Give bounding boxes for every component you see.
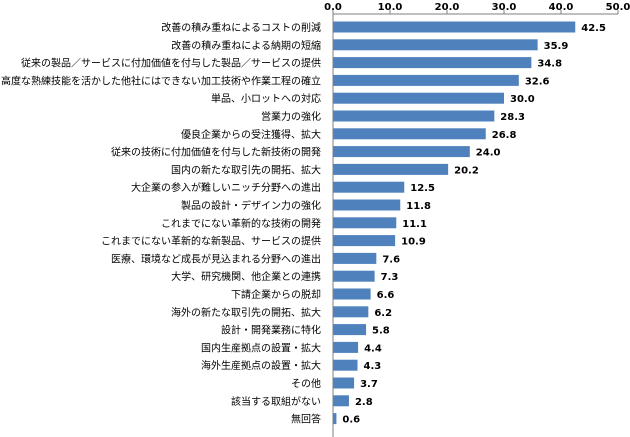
data-label: 4.3	[364, 361, 382, 372]
bar	[333, 341, 359, 353]
category-label: これまでにない革新的な新製品、サービスの提供	[101, 235, 321, 248]
x-tick-label: 50.0	[606, 2, 630, 13]
data-label: 24.0	[476, 148, 501, 159]
x-tick-label: 0.0	[324, 2, 342, 13]
bar	[333, 128, 486, 140]
bar	[333, 324, 367, 336]
data-label: 34.8	[537, 59, 562, 70]
bar	[333, 146, 470, 158]
bar	[333, 74, 519, 86]
data-label: 28.3	[500, 112, 525, 123]
data-label: 20.2	[454, 165, 479, 176]
bar	[333, 217, 397, 229]
category-label: 従来の技術に付加価値を付与した新技術の開発	[111, 146, 321, 159]
data-label: 6.2	[374, 308, 392, 319]
bar	[333, 110, 495, 122]
data-label: 35.9	[544, 41, 569, 52]
category-label: これまでにない革新的な技術の開発	[161, 217, 321, 230]
x-tick-label: 30.0	[492, 2, 517, 13]
bar	[333, 57, 532, 69]
data-label: 11.1	[402, 219, 427, 230]
x-tick-label: 20.0	[435, 2, 460, 13]
bar	[333, 413, 337, 425]
bar	[333, 181, 405, 193]
category-label: 改善の積み重ねによる納期の短縮	[171, 39, 321, 52]
category-label: 製品の設計・デザイン力の強化	[181, 199, 321, 212]
data-label: 2.8	[355, 397, 373, 408]
data-label: 6.6	[377, 290, 395, 301]
data-label: 4.4	[364, 343, 382, 354]
x-tick-label: 10.0	[378, 2, 403, 13]
data-label: 26.8	[492, 130, 517, 141]
bar	[333, 252, 377, 264]
category-label: 海外生産拠点の設置・拡大	[201, 359, 321, 372]
bar	[333, 199, 401, 211]
data-label: 32.6	[525, 76, 550, 87]
bar	[333, 288, 371, 300]
data-label: 10.9	[401, 237, 426, 248]
data-label: 7.3	[381, 272, 399, 283]
category-label: 無回答	[291, 413, 321, 426]
bar	[333, 92, 504, 104]
data-label: 12.5	[410, 183, 435, 194]
category-label: 単品、小ロットへの対応	[211, 92, 321, 105]
bar	[333, 270, 375, 282]
category-label: 従来の製品／サービスに付加価値を付与した製品／サービスの提供	[21, 57, 321, 70]
category-label: 大学、研究機関、他企業との連携	[171, 270, 321, 283]
bar	[333, 359, 358, 371]
bar	[333, 306, 369, 318]
category-label: 改善の積み重ねによるコストの削減	[161, 21, 321, 34]
category-label: 国内の新たな取引先の開拓、拡大	[171, 163, 321, 176]
data-label: 7.6	[382, 254, 400, 265]
category-label: 医療、環境など成長が見込まれる分野への進出	[111, 252, 321, 265]
x-tick-label: 40.0	[549, 2, 574, 13]
data-label: 0.6	[342, 415, 360, 426]
bar	[333, 235, 396, 247]
category-label: 海外の新たな取引先の開拓、拡大	[171, 306, 321, 319]
bar	[333, 377, 355, 389]
data-label: 11.8	[406, 201, 431, 212]
category-label: 優良企業からの受注獲得、拡大	[181, 128, 321, 141]
category-label: 大企業の参入が難しいニッチ分野への進出	[131, 181, 321, 194]
bar	[333, 163, 449, 175]
data-label: 42.5	[581, 23, 606, 34]
bar	[333, 395, 349, 407]
bar	[333, 39, 538, 51]
data-label: 5.8	[372, 326, 390, 337]
category-label: 営業力の強化	[261, 110, 321, 123]
data-label: 30.0	[510, 94, 535, 105]
category-label: 下請企業からの脱却	[231, 288, 321, 301]
category-label: その他	[291, 377, 321, 390]
category-label: 高度な熟練技能を活かした他社にはできない加工技術や作業工程の確立	[1, 74, 321, 87]
category-label: 国内生産拠点の設置・拡大	[201, 341, 321, 354]
category-label: 該当する取組がない	[231, 395, 321, 408]
data-label: 3.7	[360, 379, 378, 390]
bar	[333, 21, 576, 33]
category-label: 設計・開発業務に特化	[221, 324, 321, 337]
